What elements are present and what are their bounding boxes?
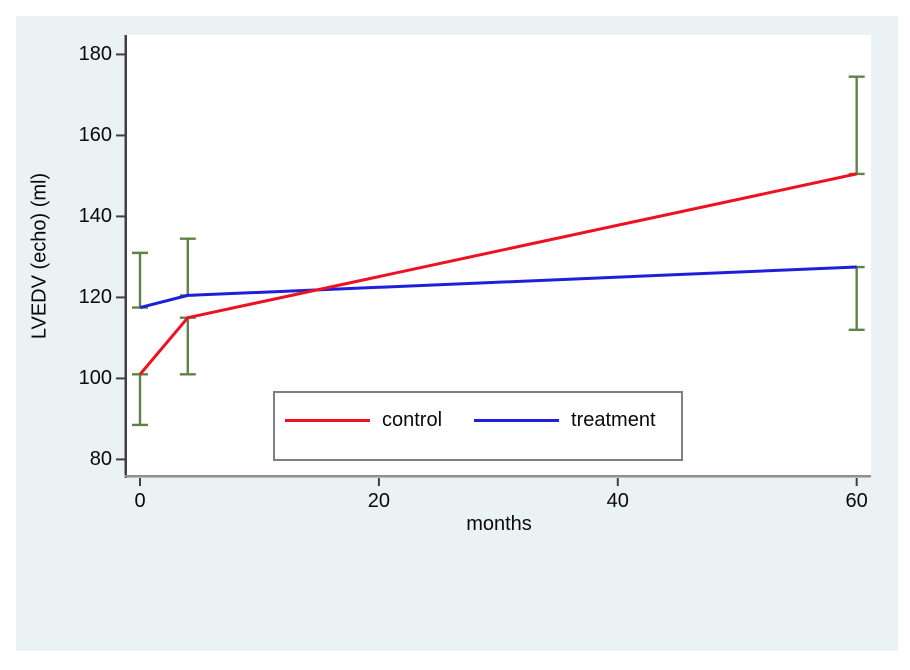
- y-tick-label: 100: [78, 367, 112, 390]
- legend-line-control: [285, 418, 370, 422]
- y-tick-label: 180: [78, 43, 112, 66]
- legend-label-control: control: [382, 408, 443, 431]
- y-tick-label: 160: [78, 124, 112, 147]
- y-axis-title: LVEDV (echo) (ml): [28, 172, 51, 339]
- x-tick-label: 20: [367, 490, 391, 512]
- plot-area: months LVEDV (echo) (ml) control treatme…: [29, 35, 871, 535]
- x-tick-label: 60: [845, 490, 868, 512]
- x-tick-label: 0: [134, 490, 146, 512]
- x-axis-title: months: [466, 513, 532, 535]
- y-tick-label: 140: [78, 205, 112, 228]
- x-tick-label: 40: [606, 490, 629, 512]
- chart-canvas: months LVEDV (echo) (ml) control treatme…: [16, 16, 898, 651]
- legend: control treatment: [273, 391, 683, 461]
- y-tick-label: 120: [78, 286, 112, 309]
- y-tick-label: 80: [89, 448, 112, 471]
- series-line-control: [138, 172, 857, 376]
- series-line-treatment: [139, 265, 857, 309]
- legend-line-treatment: [474, 418, 560, 422]
- chart-svg: [116, 35, 871, 486]
- legend-label-treatment: treatment: [571, 408, 656, 431]
